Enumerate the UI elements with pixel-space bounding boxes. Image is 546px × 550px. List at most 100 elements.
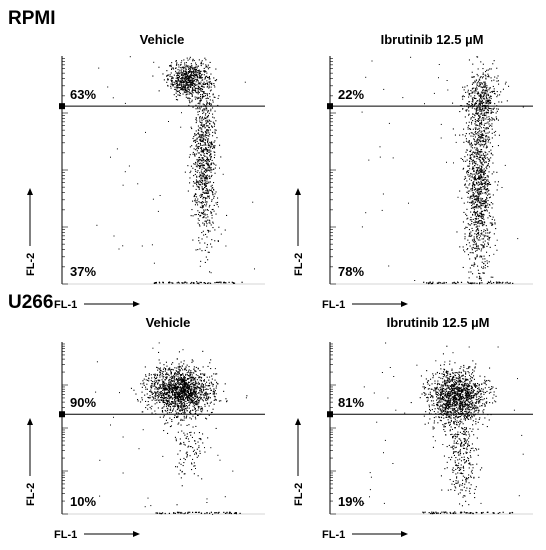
data-point	[164, 379, 166, 381]
data-point	[203, 379, 205, 381]
data-point	[164, 401, 166, 403]
data-point	[469, 168, 471, 170]
data-point	[181, 389, 183, 391]
data-point	[171, 80, 173, 82]
data-point	[159, 401, 161, 403]
data-point	[197, 81, 199, 83]
data-point	[176, 392, 178, 394]
data-point	[477, 164, 479, 166]
data-point	[176, 85, 178, 87]
data-point	[211, 174, 213, 176]
data-point	[217, 454, 219, 456]
data-point	[483, 86, 485, 88]
data-point	[200, 379, 202, 381]
data-point	[487, 107, 489, 109]
data-point	[208, 251, 210, 253]
data-point	[482, 140, 484, 142]
data-point	[474, 184, 476, 186]
data-point	[228, 512, 230, 514]
data-point	[475, 161, 477, 163]
data-point	[209, 123, 211, 125]
data-point	[199, 174, 201, 176]
data-point	[196, 180, 198, 182]
data-point	[207, 231, 209, 233]
data-point	[159, 391, 161, 393]
data-point	[468, 170, 470, 172]
data-point	[185, 71, 187, 73]
data-point	[203, 176, 205, 178]
data-point	[480, 202, 482, 204]
data-point	[189, 388, 191, 390]
data-point	[439, 282, 441, 284]
data-point	[200, 260, 202, 262]
data-point	[477, 215, 479, 217]
data-point	[192, 167, 194, 169]
data-point	[205, 71, 207, 73]
data-point	[479, 276, 481, 278]
data-point	[207, 114, 209, 116]
data-point	[176, 379, 178, 380]
data-point	[480, 168, 482, 170]
data-point	[487, 99, 489, 101]
scatter-points	[361, 56, 524, 285]
data-point	[479, 256, 481, 258]
data-point	[151, 385, 153, 387]
data-point	[172, 77, 174, 79]
data-point	[474, 162, 476, 164]
data-point	[475, 167, 477, 169]
data-point	[479, 191, 481, 193]
data-point	[483, 115, 485, 117]
data-point	[472, 162, 474, 164]
data-point	[483, 224, 485, 226]
data-point	[202, 366, 204, 368]
data-point	[199, 281, 201, 283]
data-point	[490, 101, 492, 103]
data-point	[185, 380, 187, 382]
data-point	[482, 133, 484, 135]
data-point	[189, 76, 191, 78]
data-point	[498, 282, 500, 284]
data-point	[198, 110, 200, 112]
data-point	[171, 62, 173, 64]
data-point	[211, 141, 213, 143]
data-point	[181, 88, 183, 90]
data-point	[487, 229, 489, 231]
data-point	[198, 186, 200, 188]
data-point	[208, 87, 210, 89]
data-point	[199, 158, 201, 160]
data-point	[428, 283, 430, 285]
data-point	[475, 143, 477, 145]
data-point	[198, 201, 200, 203]
data-point	[201, 377, 203, 379]
data-point	[194, 511, 197, 513]
data-point	[490, 149, 492, 151]
data-point	[491, 207, 493, 209]
data-point	[184, 91, 186, 93]
data-point	[153, 373, 155, 375]
data-point	[475, 90, 477, 92]
data-point	[187, 384, 189, 386]
data-point	[479, 186, 481, 188]
data-point	[180, 70, 182, 72]
data-point	[501, 101, 503, 103]
data-point	[208, 112, 210, 114]
data-point	[205, 391, 207, 393]
data-point	[464, 238, 466, 240]
data-point	[478, 131, 480, 133]
data-point	[212, 227, 214, 229]
data-point	[180, 377, 182, 379]
data-point	[490, 110, 492, 112]
data-point	[477, 119, 479, 121]
data-point	[203, 84, 205, 86]
data-point	[486, 122, 488, 124]
data-point	[183, 389, 185, 391]
data-point	[484, 185, 486, 187]
data-point	[194, 390, 196, 392]
data-point	[201, 116, 203, 118]
data-point	[203, 81, 205, 83]
data-point	[213, 146, 215, 148]
data-point	[181, 282, 184, 284]
data-point	[164, 383, 166, 385]
data-point	[176, 82, 178, 84]
data-point	[495, 112, 497, 114]
